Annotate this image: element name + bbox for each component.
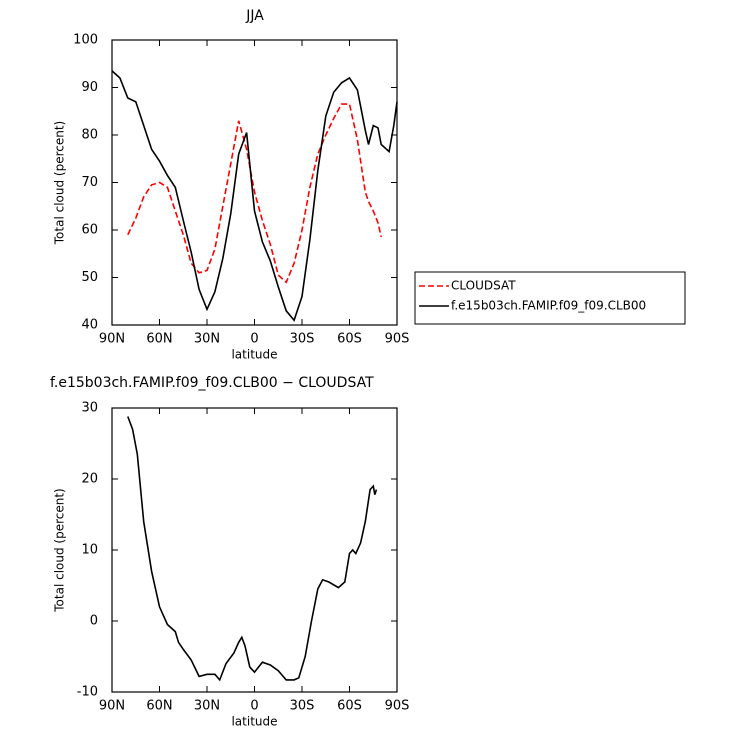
x-tick-label: 0 <box>250 332 258 347</box>
chart-title: JJA <box>245 8 264 24</box>
y-tick-label: 80 <box>81 128 98 143</box>
y-tick-label: 20 <box>81 472 98 487</box>
data-line <box>111 70 398 322</box>
x-tick-label: 0 <box>250 699 258 714</box>
y-axis-label: Total cloud (percent) <box>53 488 67 612</box>
y-tick-label: 90 <box>81 80 98 95</box>
plot-frame <box>111 407 398 693</box>
y-tick-label: 30 <box>81 401 98 416</box>
x-tick-label: 90S <box>385 332 410 347</box>
x-tick-label: 90S <box>385 699 410 714</box>
y-tick-label: -10 <box>77 685 98 700</box>
x-tick-label: 60N <box>146 699 172 714</box>
x-axis-label: latitude <box>231 348 277 362</box>
legend-box <box>414 271 686 325</box>
y-tick-label: 70 <box>81 175 98 190</box>
x-tick-label: 30N <box>194 332 220 347</box>
y-tick-label: 50 <box>81 270 98 285</box>
x-tick-label: 30S <box>290 332 315 347</box>
y-tick-label: 100 <box>73 33 98 48</box>
x-axis-label: latitude <box>231 715 277 729</box>
y-axis-label: Total cloud (percent) <box>53 121 67 245</box>
data-line <box>127 416 378 682</box>
y-tick-label: 10 <box>81 543 98 558</box>
x-tick-label: 30N <box>194 699 220 714</box>
plot-frame <box>111 39 398 326</box>
y-tick-label: 60 <box>81 223 98 238</box>
x-tick-label: 60S <box>337 699 362 714</box>
y-tick-label: 40 <box>81 318 98 333</box>
chart-title: f.e15b03ch.FAMIP.f09_f09.CLB00 − CLOUDSA… <box>50 375 374 391</box>
legend-label: CLOUDSAT <box>451 279 516 293</box>
y-tick-label: 0 <box>90 614 98 629</box>
x-tick-label: 90N <box>99 699 125 714</box>
x-tick-label: 90N <box>99 332 125 347</box>
data-line <box>127 103 382 284</box>
legend-label: f.e15b03ch.FAMIP.f09_f09.CLB00 <box>451 299 646 313</box>
x-tick-label: 60N <box>146 332 172 347</box>
x-tick-label: 30S <box>290 699 315 714</box>
x-tick-label: 60S <box>337 332 362 347</box>
